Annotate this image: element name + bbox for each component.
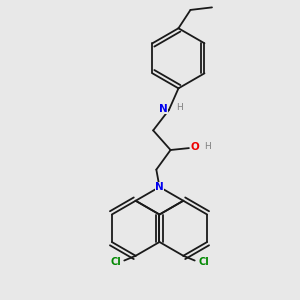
Text: O: O [191,142,200,152]
Text: H: H [176,103,182,112]
Text: N: N [155,182,164,192]
Text: N: N [159,103,168,114]
Text: Cl: Cl [110,257,121,267]
Text: H: H [204,142,211,151]
Text: Cl: Cl [198,257,209,267]
